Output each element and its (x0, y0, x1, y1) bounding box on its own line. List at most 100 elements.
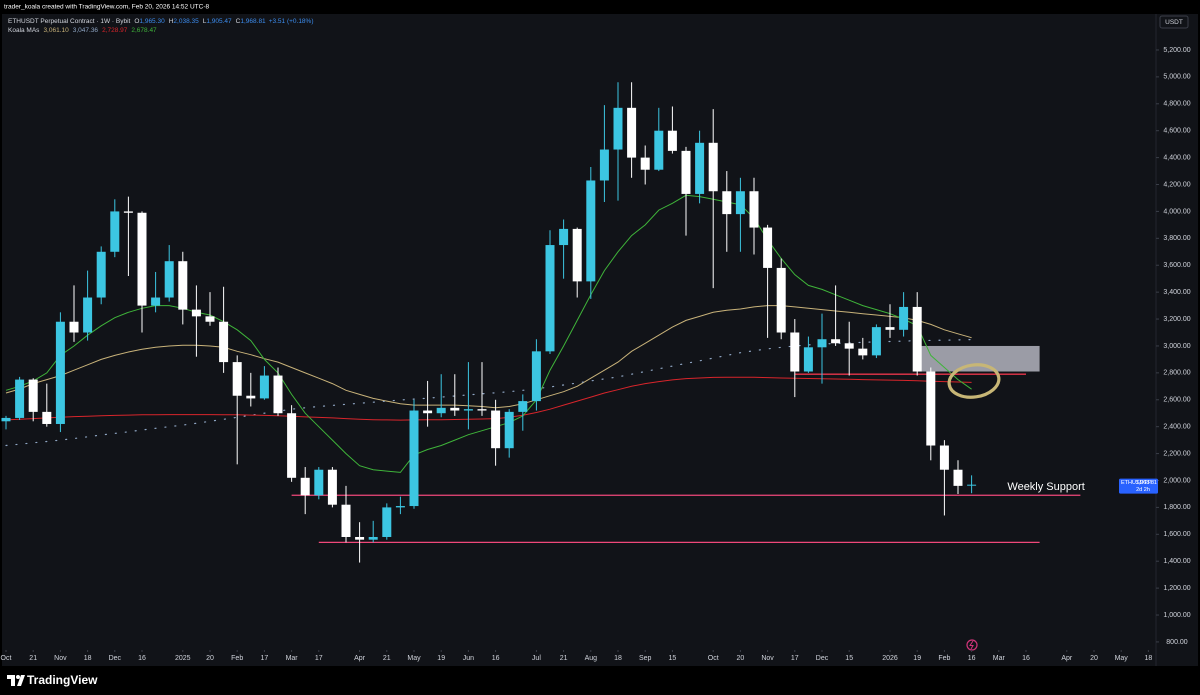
candle-body (572, 228, 582, 282)
candle-body (69, 321, 79, 333)
candle-body (953, 469, 963, 486)
price-tag-value: 1,968.81 (1136, 480, 1157, 486)
x-tick-label: 15 (845, 655, 853, 662)
x-tick-label: Feb (938, 655, 950, 662)
supply-zone (917, 345, 1040, 372)
y-tick-label: 2,000.00 (1163, 477, 1190, 484)
candle-body (504, 411, 514, 449)
candle-body (586, 180, 596, 282)
x-tick-label: 19 (437, 655, 445, 662)
ohlc-value: 1,968.81 (240, 18, 266, 25)
candle-body (327, 469, 337, 505)
candle-body (423, 410, 433, 414)
candle-body (817, 339, 827, 348)
x-tick-label: Mar (993, 655, 1006, 662)
x-tick-label: Feb (231, 655, 243, 662)
y-tick-label: 4,200.00 (1163, 181, 1190, 188)
x-tick-label: 21 (383, 655, 391, 662)
logo-mark (7, 675, 15, 686)
candle-body (885, 327, 895, 330)
candle-body (191, 309, 201, 317)
y-tick-label: 1,400.00 (1163, 558, 1190, 565)
x-tick-label: 16 (1022, 655, 1030, 662)
moving-average (5, 194, 972, 473)
y-tick-label: 1,000.00 (1163, 612, 1190, 619)
candle-body (436, 407, 446, 414)
y-tick-label: 3,000.00 (1163, 343, 1190, 350)
ma-name: Koala MAs (8, 27, 40, 34)
moving-average (5, 339, 973, 447)
y-tick-label: 4,400.00 (1163, 154, 1190, 161)
candle-body (803, 347, 813, 372)
ohlc-key: L (203, 18, 207, 25)
y-tick-label: 2,400.00 (1163, 424, 1190, 431)
candle-body (749, 191, 759, 228)
candle-body (722, 191, 732, 215)
x-tick-label: Mar (286, 655, 299, 662)
chart-background (2, 14, 1198, 666)
candle-body (776, 267, 786, 333)
y-tick-label: 2,200.00 (1163, 450, 1190, 457)
x-tick-label: 19 (913, 655, 921, 662)
candle-body (463, 409, 473, 411)
candle-body (246, 395, 256, 399)
x-tick-label: Jul (532, 655, 541, 662)
candle-body (831, 339, 841, 344)
candle-body (395, 506, 405, 508)
x-tick-label: Nov (54, 655, 67, 662)
alert-icon-bolt (969, 640, 974, 650)
ohlc-key: C (236, 18, 241, 25)
candle-body (83, 297, 93, 333)
candle-body (939, 445, 949, 470)
candle-body (341, 504, 351, 537)
candle-body (912, 306, 922, 372)
x-tick-label: 18 (614, 655, 622, 662)
level-label: Weekly Support (1007, 481, 1084, 493)
ohlc-value: 1,965.30 (139, 18, 165, 25)
y-tick-label: 5,200.00 (1163, 47, 1190, 54)
y-tick-label: 2,600.00 (1163, 397, 1190, 404)
symbol-title: ETHUSDT Perpetual Contract · 1W · Bybit (8, 18, 131, 25)
x-tick-label: 17 (315, 655, 323, 662)
x-tick-label: 16 (492, 655, 500, 662)
candle-body (708, 142, 718, 192)
x-tick-label: 21 (560, 655, 568, 662)
x-tick-label: Apr (354, 655, 366, 662)
ma-value: 2,678.47 (131, 27, 157, 34)
legend-row: ETHUSDT Perpetual Contract · 1W · Bybit O… (8, 18, 314, 25)
candle-body (178, 261, 188, 310)
x-tick-label: 18 (84, 655, 92, 662)
watermark: trader_koala created with TradingView.co… (4, 4, 209, 11)
ma-value: 3,061.10 (43, 27, 69, 34)
moving-average (5, 376, 972, 421)
y-tick-label: 3,600.00 (1163, 262, 1190, 269)
y-tick-label: 3,400.00 (1163, 289, 1190, 296)
candle-body (232, 362, 242, 396)
y-tick-label: 4,600.00 (1163, 128, 1190, 135)
candle-body (667, 130, 677, 151)
candle-body (314, 469, 324, 496)
x-tick-label: 16 (138, 655, 146, 662)
candle-body (137, 212, 147, 306)
candle-body (1, 417, 11, 422)
x-tick-label: Jun (463, 655, 474, 662)
candle-body (219, 321, 229, 363)
ohlc-change: +3.51 (+0.18%) (269, 18, 314, 25)
ohlc-key: O (134, 18, 139, 25)
x-tick-label: 2026 (882, 655, 898, 662)
candle-body (599, 149, 609, 181)
x-tick-label: Aug (585, 655, 598, 662)
x-tick-label: 17 (261, 655, 269, 662)
y-tick-label: 1,800.00 (1163, 504, 1190, 511)
candle-body (899, 306, 909, 330)
candle-body (96, 251, 106, 298)
x-tick-label: May (407, 655, 421, 662)
candle-body (300, 477, 310, 496)
ohlc-value: 2,038.35 (173, 18, 199, 25)
y-tick-label: 1,200.00 (1163, 585, 1190, 592)
candle-body (273, 375, 283, 414)
candle-body (695, 142, 705, 194)
ma-value: 3,047.36 (73, 27, 99, 34)
x-tick-label: 2025 (175, 655, 191, 662)
